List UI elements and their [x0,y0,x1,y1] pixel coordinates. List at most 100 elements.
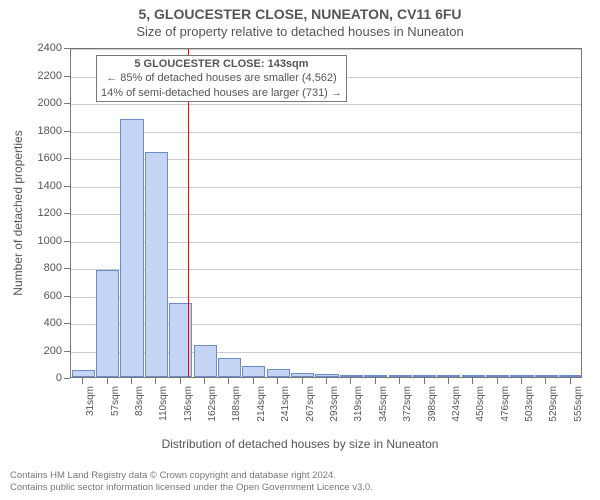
x-tick-label: 503sqm [524,386,535,431]
x-tick [497,378,498,384]
x-tick-label: 476sqm [500,386,511,431]
y-tick [64,213,70,215]
x-tick [448,378,449,384]
info-box-line: 14% of semi-detached houses are larger (… [101,86,342,100]
x-axis-label: Distribution of detached houses by size … [0,437,600,451]
y-tick-label: 1800 [38,125,62,137]
x-tick [302,378,303,384]
x-tick-label: 319sqm [353,386,364,431]
x-tick [424,378,425,384]
x-tick-label: 555sqm [573,386,584,431]
footer-attribution: Contains HM Land Registry data © Crown c… [10,470,373,494]
y-tick-label: 1000 [38,235,62,247]
x-tick-label: 136sqm [183,386,194,431]
x-tick [350,378,351,384]
histogram-bar [535,375,558,377]
info-box: 5 GLOUCESTER CLOSE: 143sqm← 85% of detac… [96,55,347,102]
x-tick-label: 214sqm [256,386,267,431]
x-tick-label: 31sqm [85,386,96,431]
x-tick [82,378,83,384]
x-tick-label: 398sqm [427,386,438,431]
histogram-bar [364,375,387,377]
x-tick-label: 529sqm [548,386,559,431]
histogram-bar [315,374,338,377]
y-tick [64,76,70,78]
histogram-bar [218,358,241,377]
histogram-bar [291,373,314,377]
footer-line-2: Contains public sector information licen… [10,482,373,494]
x-tick [204,378,205,384]
y-tick-label: 1600 [38,152,62,164]
x-tick-label: 293sqm [329,386,340,431]
y-tick-label: 600 [44,290,62,302]
histogram-bar [510,375,533,377]
y-tick [64,323,70,325]
x-tick [570,378,571,384]
y-tick-label: 1400 [38,180,62,192]
y-tick-label: 2400 [38,42,62,54]
x-tick-label: 267sqm [305,386,316,431]
y-tick-label: 0 [56,372,62,384]
y-tick [64,351,70,353]
footer-line-1: Contains HM Land Registry data © Crown c… [10,470,373,482]
info-box-line: ← 85% of detached houses are smaller (4,… [101,71,342,85]
grid-line [71,132,581,133]
x-tick [155,378,156,384]
x-tick-label: 345sqm [378,386,389,431]
y-tick [64,296,70,298]
y-tick [64,186,70,188]
histogram-bar [120,119,143,378]
y-tick-label: 1200 [38,207,62,219]
histogram-bar [194,345,217,377]
x-tick-label: 372sqm [402,386,413,431]
x-tick [326,378,327,384]
y-tick-label: 800 [44,262,62,274]
histogram-bar [413,375,436,377]
chart-title-main: 5, GLOUCESTER CLOSE, NUNEATON, CV11 6FU [0,6,600,22]
x-tick-label: 57sqm [110,386,121,431]
chart-title-sub: Size of property relative to detached ho… [0,24,600,39]
x-tick [472,378,473,384]
x-tick [277,378,278,384]
y-tick [64,103,70,105]
grid-line [71,104,581,105]
x-tick-label: 162sqm [207,386,218,431]
y-tick-label: 200 [44,345,62,357]
histogram-bar [242,366,265,377]
x-tick-label: 188sqm [231,386,242,431]
y-tick [64,378,70,380]
histogram-bar [340,375,363,377]
x-tick-label: 450sqm [475,386,486,431]
grid-line [71,49,581,50]
y-tick-label: 400 [44,317,62,329]
histogram-bar [389,375,412,377]
y-tick [64,131,70,133]
y-axis-label: Number of detached properties [11,130,25,295]
x-tick [107,378,108,384]
histogram-bar [462,375,485,377]
x-tick [253,378,254,384]
x-tick-label: 241sqm [280,386,291,431]
x-tick-label: 83sqm [134,386,145,431]
histogram-bar [72,370,95,377]
histogram-bar [267,369,290,377]
info-box-line: 5 GLOUCESTER CLOSE: 143sqm [101,57,342,71]
x-tick [545,378,546,384]
histogram-bar [145,152,168,378]
figure: 5, GLOUCESTER CLOSE, NUNEATON, CV11 6FU … [0,0,600,500]
y-tick [64,241,70,243]
histogram-bar [559,375,582,377]
histogram-bar [96,270,119,377]
histogram-bar [437,375,460,377]
plot-area: 5 GLOUCESTER CLOSE: 143sqm← 85% of detac… [70,48,582,378]
y-tick-label: 2000 [38,97,62,109]
y-tick-label: 2200 [38,70,62,82]
y-tick [64,268,70,270]
x-tick [399,378,400,384]
x-tick [180,378,181,384]
x-tick-label: 424sqm [451,386,462,431]
y-tick [64,48,70,50]
histogram-bar [486,375,509,377]
x-tick [228,378,229,384]
x-tick-label: 110sqm [158,386,169,431]
